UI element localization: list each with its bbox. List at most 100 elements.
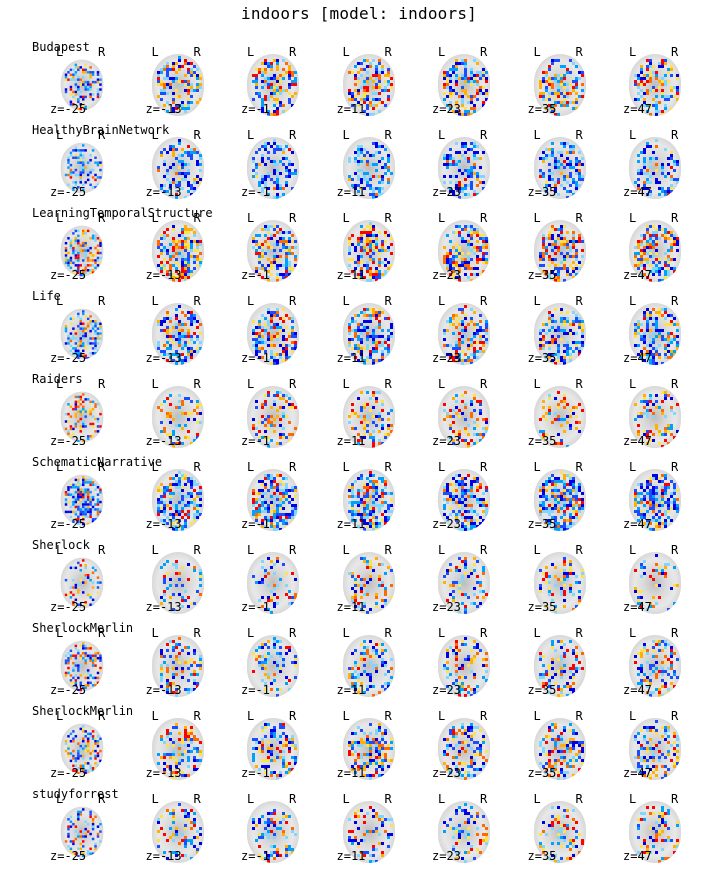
activation-voxel	[637, 415, 640, 418]
activation-voxel	[383, 273, 387, 276]
activation-voxel	[649, 279, 652, 282]
activation-voxel	[368, 308, 372, 311]
activation-voxel	[559, 507, 563, 510]
activation-voxel	[267, 151, 270, 154]
activation-voxel	[377, 504, 381, 507]
activation-voxel	[365, 403, 369, 406]
activation-voxel	[667, 498, 670, 501]
activation-voxel	[69, 510, 73, 514]
activation-voxel	[350, 504, 354, 507]
activation-voxel	[541, 264, 545, 267]
activation-voxel	[461, 477, 464, 480]
activation-voxel	[264, 418, 267, 421]
activation-voxel	[482, 77, 485, 80]
activation-overlay	[156, 471, 202, 531]
activation-voxel	[356, 163, 360, 166]
activation-voxel	[82, 483, 85, 487]
activation-voxel	[368, 486, 372, 489]
activation-voxel	[547, 68, 551, 71]
activation-voxel	[371, 394, 375, 397]
orientation-left-label: L	[247, 377, 255, 391]
activation-voxel	[458, 264, 461, 267]
activation-voxel	[446, 415, 449, 418]
activation-voxel	[365, 77, 369, 80]
activation-voxel	[64, 420, 68, 423]
activation-voxel	[449, 68, 452, 71]
brain-slice-image	[438, 386, 490, 448]
activation-voxel	[556, 326, 560, 329]
activation-voxel	[276, 83, 279, 86]
activation-voxel	[371, 391, 375, 394]
activation-overlay	[443, 225, 488, 282]
activation-voxel	[171, 145, 175, 148]
activation-voxel	[291, 270, 294, 273]
activation-voxel	[670, 323, 673, 326]
activation-voxel	[94, 332, 97, 335]
activation-voxel	[473, 477, 476, 480]
activation-voxel	[362, 148, 366, 151]
activation-voxel	[455, 225, 458, 228]
activation-voxel	[255, 267, 258, 270]
activation-voxel	[156, 507, 160, 510]
activation-voxel	[347, 495, 351, 498]
activation-voxel	[461, 145, 464, 148]
activation-voxel	[565, 317, 569, 320]
activation-voxel	[183, 107, 187, 110]
activation-voxel	[470, 71, 473, 74]
activation-voxel	[362, 89, 366, 92]
activation-voxel	[165, 412, 169, 415]
activation-voxel	[365, 415, 369, 418]
activation-voxel	[353, 95, 357, 98]
brain-slice-image	[533, 386, 586, 448]
activation-voxel	[550, 225, 554, 228]
activation-voxel	[544, 86, 548, 89]
activation-voxel	[77, 478, 80, 482]
activation-voxel	[643, 504, 646, 507]
activation-voxel	[374, 83, 378, 86]
activation-voxel	[368, 184, 372, 187]
activation-voxel	[261, 154, 264, 157]
activation-voxel	[255, 338, 258, 341]
activation-voxel	[86, 481, 90, 484]
activation-voxel	[374, 486, 378, 489]
activation-voxel	[270, 344, 273, 347]
activation-voxel	[652, 234, 655, 237]
activation-voxel	[353, 347, 357, 350]
activation-voxel	[74, 583, 78, 587]
activation-voxel	[547, 243, 551, 246]
activation-voxel	[69, 239, 73, 242]
activation-voxel	[464, 267, 467, 270]
activation-voxel	[646, 240, 649, 243]
activation-voxel	[96, 259, 100, 262]
activation-voxel	[79, 410, 82, 413]
activation-voxel	[347, 489, 351, 492]
activation-voxel	[547, 356, 551, 359]
activation-voxel	[365, 430, 369, 433]
activation-voxel	[99, 163, 102, 167]
activation-voxel	[177, 305, 181, 308]
activation-voxel	[77, 339, 80, 343]
activation-voxel	[538, 513, 542, 516]
brain-slice-image	[151, 54, 204, 116]
activation-voxel	[661, 486, 664, 489]
activation-voxel	[356, 190, 360, 193]
activation-voxel	[377, 231, 381, 234]
activation-voxel	[652, 231, 655, 234]
activation-voxel	[673, 237, 676, 240]
activation-voxel	[276, 169, 279, 172]
activation-voxel	[195, 101, 199, 104]
activation-voxel	[383, 163, 387, 166]
activation-voxel	[279, 196, 282, 199]
activation-voxel	[177, 519, 181, 522]
activation-voxel	[568, 415, 572, 418]
activation-voxel	[476, 83, 479, 86]
activation-voxel	[464, 504, 467, 507]
activation-voxel	[452, 110, 455, 113]
activation-voxel	[664, 234, 667, 237]
activation-voxel	[673, 163, 676, 166]
activation-voxel	[94, 259, 97, 262]
activation-voxel	[473, 525, 476, 528]
activation-voxel	[356, 77, 360, 80]
activation-voxel	[467, 175, 470, 178]
activation-voxel	[192, 74, 196, 77]
